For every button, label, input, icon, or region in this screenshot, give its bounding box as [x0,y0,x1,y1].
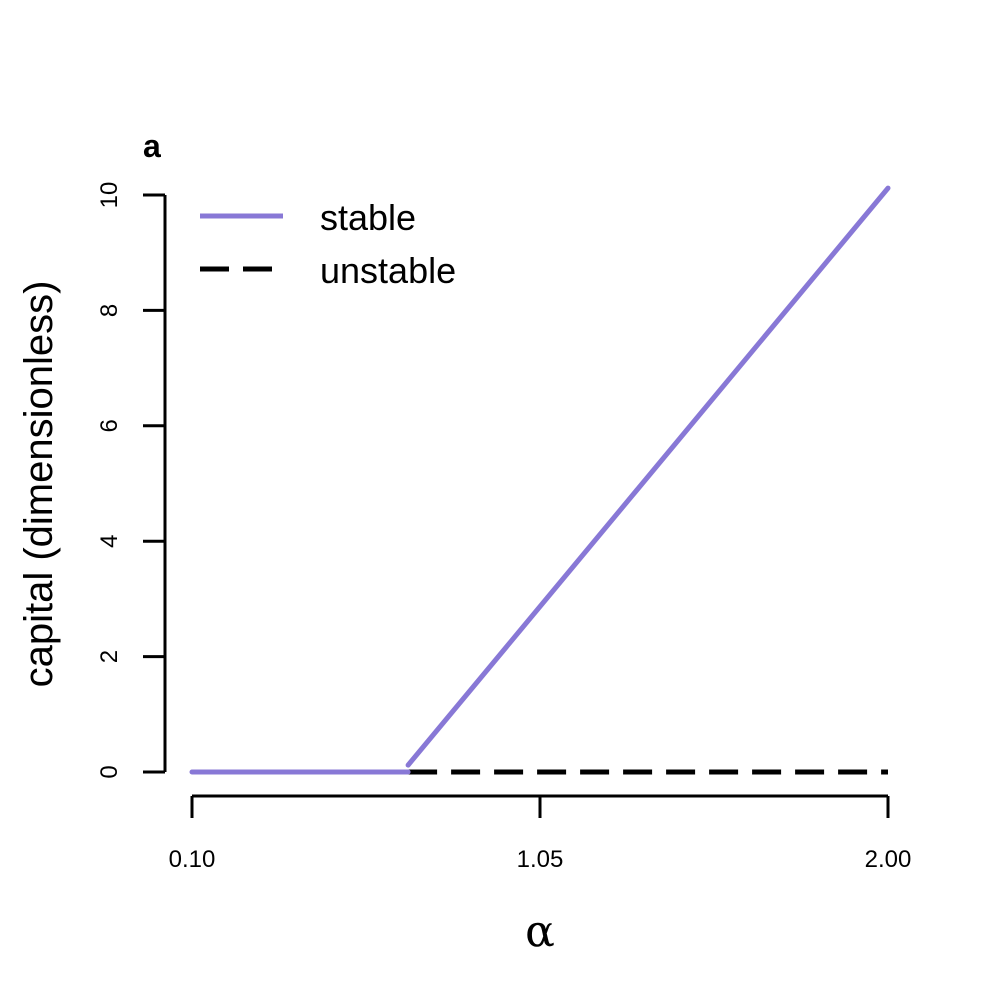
x-tick-label: 2.00 [865,846,912,873]
x-axis: 0.10 1.05 2.00 [169,794,912,873]
y-tick-label: 10 [96,182,123,209]
y-axis-title: capital (dimensionless) [17,281,61,688]
y-tick-label: 4 [96,535,123,548]
series-line-stable [405,185,891,768]
panel-label: a [143,128,161,164]
legend-label-unstable: unstable [320,250,456,291]
y-tick-label: 6 [96,419,123,432]
y-tick-label: 8 [96,304,123,317]
x-axis-title: α [525,906,555,957]
y-tick-label: 0 [96,765,123,778]
x-tick-label: 1.05 [517,846,564,873]
y-axis: 0 2 4 6 8 10 [96,182,167,779]
series-layer [189,185,891,775]
x-tick-label: 0.10 [169,846,216,873]
legend: stable unstable [200,197,456,291]
y-tick-label: 2 [96,650,123,663]
legend-label-stable: stable [320,197,416,238]
